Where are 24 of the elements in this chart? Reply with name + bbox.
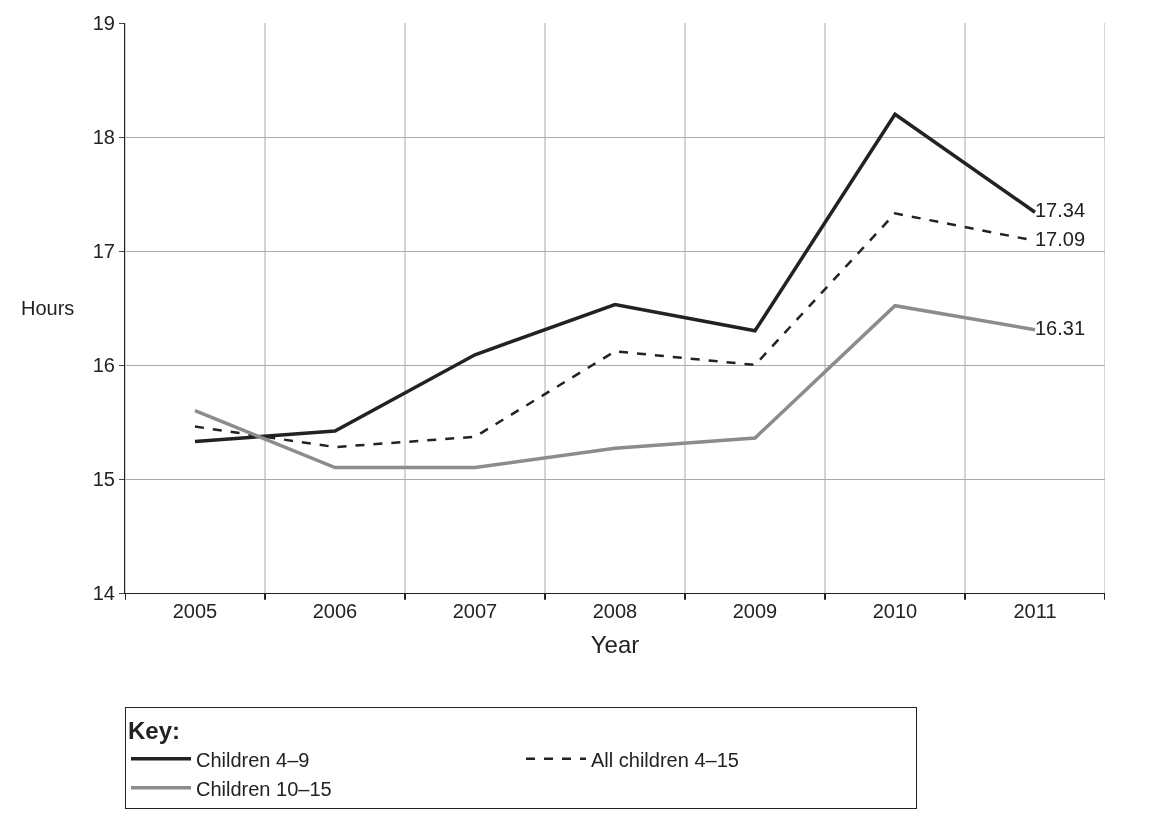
data-label: 17.34 [1035, 199, 1086, 222]
legend-label: Children 10–15 [196, 777, 332, 800]
x-tick-label: 2009 [732, 600, 778, 622]
x-tick-label: 2006 [312, 600, 358, 622]
y-tick-label: 17 [92, 240, 115, 262]
y-axis-title: Hours [21, 297, 75, 319]
x-tick-label: 2010 [872, 600, 918, 622]
legend-label: All children 4–15 [591, 748, 739, 771]
x-tick-label: 2008 [592, 600, 638, 622]
y-tick-label: 15 [92, 468, 115, 490]
line-series [193, 112, 1037, 444]
y-tick-label: 14 [92, 582, 115, 604]
x-tick-label: 2011 [1013, 600, 1057, 622]
y-tick-label: 18 [92, 126, 115, 148]
x-tick-label: 2005 [172, 600, 218, 622]
y-tick-label: 16 [92, 354, 115, 376]
x-tick-label: 2007 [452, 600, 498, 622]
line-series [193, 303, 1037, 470]
legend-title: Key: [128, 717, 181, 745]
data-label: 17.09 [1035, 227, 1086, 250]
legend-label: Children 4–9 [196, 748, 310, 771]
x-axis-title: Year [590, 631, 640, 659]
y-tick-label: 19 [92, 12, 115, 34]
data-label: 16.31 [1035, 316, 1086, 339]
